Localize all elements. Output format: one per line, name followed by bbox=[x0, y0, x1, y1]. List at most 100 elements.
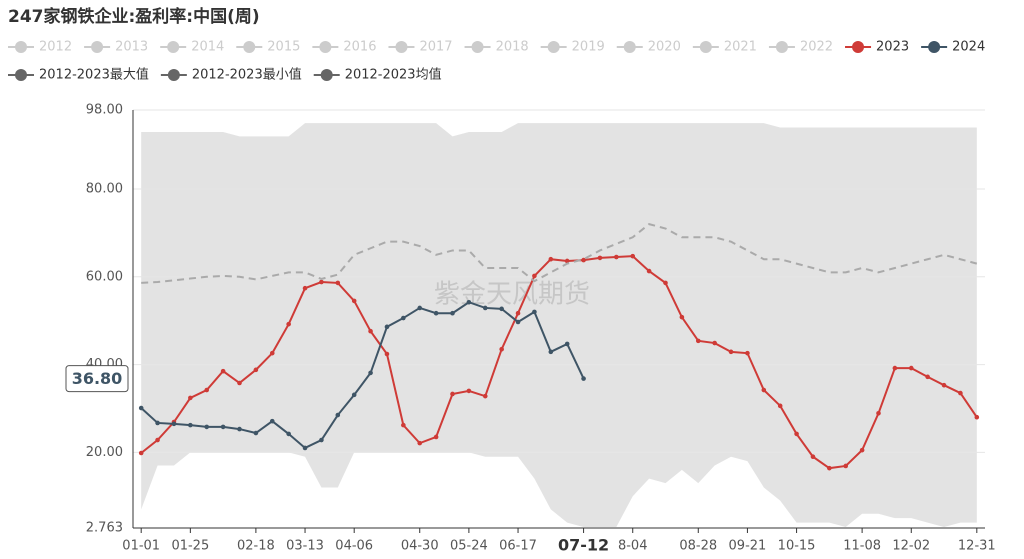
data-point bbox=[859, 447, 865, 453]
legend-item[interactable]: 2012-2023均值 bbox=[313, 67, 442, 83]
x-tick-label: 07-12 bbox=[558, 536, 609, 555]
y-tick-label: 60.00 bbox=[86, 269, 123, 284]
data-point bbox=[466, 299, 472, 305]
data-point bbox=[335, 412, 341, 418]
series-2012-2023均值 bbox=[141, 223, 978, 284]
data-point bbox=[368, 328, 373, 334]
legend-label: 2013 bbox=[115, 40, 148, 55]
legend-label: 2014 bbox=[191, 40, 224, 55]
x-tick-label: 03-13 bbox=[286, 539, 324, 554]
legend-item[interactable]: 2012-2023最大值 bbox=[8, 67, 149, 83]
pointer-label: 36.80 bbox=[72, 369, 123, 388]
series-2023 bbox=[138, 253, 980, 471]
data-point bbox=[384, 324, 390, 330]
data-point bbox=[155, 420, 160, 426]
data-point bbox=[319, 437, 324, 443]
data-point bbox=[564, 341, 570, 347]
data-point bbox=[220, 368, 226, 374]
legend-label: 2023 bbox=[876, 40, 909, 55]
data-point bbox=[597, 255, 603, 261]
legend-item[interactable]: 2022 bbox=[768, 40, 833, 55]
min-max-band bbox=[141, 123, 977, 527]
band-layer bbox=[141, 123, 977, 527]
data-point bbox=[810, 454, 816, 460]
data-point bbox=[548, 256, 554, 262]
x-tick-label: 05-24 bbox=[450, 539, 488, 554]
legend-item[interactable]: 2024 bbox=[921, 40, 985, 55]
data-point bbox=[466, 388, 472, 394]
legend-dot bbox=[395, 41, 408, 53]
legend-dot bbox=[167, 69, 180, 81]
data-point bbox=[827, 465, 832, 471]
legend-item[interactable]: 2017 bbox=[388, 40, 453, 55]
data-point bbox=[450, 391, 455, 397]
x-tick-label: 12-31 bbox=[958, 539, 996, 554]
data-point bbox=[548, 349, 554, 355]
legend-dot bbox=[547, 41, 560, 53]
data-point bbox=[269, 418, 275, 424]
data-point bbox=[417, 440, 423, 446]
data-point bbox=[499, 346, 504, 352]
data-point bbox=[171, 421, 177, 427]
data-point bbox=[679, 314, 685, 320]
data-point bbox=[876, 410, 881, 416]
data-point bbox=[974, 414, 980, 420]
data-point bbox=[188, 422, 193, 428]
legend-label: 2021 bbox=[724, 40, 757, 55]
x-tick-label: 8-04 bbox=[618, 539, 648, 554]
legend-label: 2012-2023均值 bbox=[345, 67, 442, 83]
legend-item[interactable]: 2014 bbox=[160, 40, 224, 55]
x-tick-label: 01-01 bbox=[122, 539, 160, 554]
y-tick-label: 80.00 bbox=[86, 182, 123, 197]
legend-label: 2012-2023最大值 bbox=[39, 67, 149, 83]
legend-item[interactable]: 2016 bbox=[312, 40, 376, 55]
chart-title: 247家钢铁企业:盈利率:中国(周) bbox=[8, 6, 260, 27]
y-tick-label: 2.763 bbox=[86, 521, 123, 536]
data-point bbox=[401, 315, 406, 321]
data-point bbox=[925, 374, 930, 380]
data-point bbox=[302, 285, 308, 291]
data-point bbox=[515, 310, 521, 316]
legend-item[interactable]: 2020 bbox=[616, 40, 681, 55]
legend-item[interactable]: 2012 bbox=[8, 40, 72, 55]
data-point bbox=[499, 306, 504, 312]
data-point bbox=[614, 254, 619, 260]
data-point bbox=[843, 463, 849, 469]
data-point bbox=[761, 387, 767, 393]
legend-dot bbox=[243, 41, 256, 53]
x-tick-label: 08-28 bbox=[679, 539, 717, 554]
series-line bbox=[140, 301, 585, 450]
legend-item[interactable]: 2019 bbox=[540, 40, 605, 55]
data-point bbox=[532, 273, 537, 279]
legend-label: 2020 bbox=[648, 40, 681, 55]
data-point bbox=[646, 268, 652, 274]
legend-label: 2016 bbox=[343, 40, 376, 55]
data-point bbox=[269, 350, 275, 356]
legend-item[interactable]: 2023 bbox=[845, 40, 909, 55]
legend-dot bbox=[775, 41, 788, 53]
legend-label: 2017 bbox=[419, 40, 452, 55]
legend-item[interactable]: 2021 bbox=[692, 40, 757, 55]
data-point bbox=[958, 390, 963, 396]
data-point bbox=[450, 310, 455, 316]
pointer-label-box bbox=[65, 365, 129, 393]
legend-dot bbox=[91, 41, 104, 53]
legend-dot bbox=[623, 41, 636, 53]
watermark: 紫金天风期货 bbox=[434, 280, 590, 310]
data-point bbox=[319, 279, 324, 285]
data-point bbox=[482, 393, 488, 399]
data-point bbox=[515, 319, 521, 325]
legend-dot bbox=[167, 41, 180, 53]
data-point bbox=[253, 367, 259, 373]
data-point bbox=[204, 424, 210, 430]
legend-item[interactable]: 2018 bbox=[464, 40, 529, 55]
legend-dot bbox=[15, 41, 27, 53]
legend-item[interactable]: 2013 bbox=[84, 40, 148, 55]
data-point bbox=[777, 403, 783, 409]
data-point bbox=[794, 431, 799, 437]
legend-item[interactable]: 2012-2023最小值 bbox=[160, 67, 302, 83]
legend-item[interactable]: 2015 bbox=[236, 40, 300, 55]
data-point bbox=[417, 305, 423, 311]
